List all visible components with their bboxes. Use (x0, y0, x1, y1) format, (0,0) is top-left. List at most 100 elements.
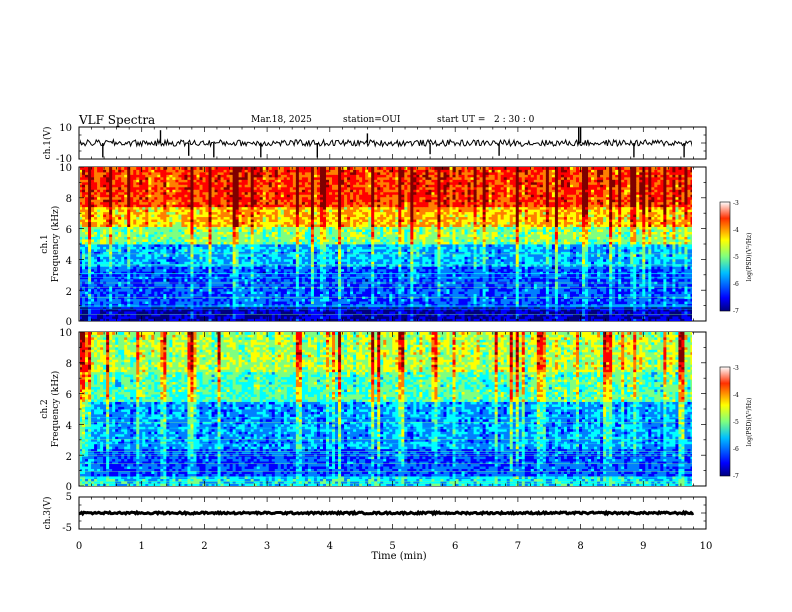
spec1-cell (109, 308, 113, 312)
spec1-cell (332, 288, 336, 292)
spec1-cell (226, 273, 230, 277)
spec1-cell (220, 263, 224, 267)
spec1-cell (289, 271, 294, 275)
spec1-cell (533, 281, 538, 285)
spec1-cell (401, 296, 405, 300)
spec1-cell (657, 263, 661, 267)
spec1-cell (313, 271, 318, 275)
spec1-cell (557, 306, 562, 309)
spec1-cell (368, 301, 372, 305)
spec1-cell (497, 288, 502, 292)
spec1-cell (250, 281, 255, 285)
spec1-cell (250, 311, 255, 314)
spec1-cell (377, 313, 381, 317)
spec1-cell (392, 278, 396, 282)
spec1-cell (509, 281, 514, 285)
spec1-cell (172, 291, 176, 295)
spec1-cell (115, 258, 119, 262)
spec1-cell (386, 301, 390, 305)
spec1-cell (235, 278, 240, 282)
spec1-cell (392, 311, 396, 314)
spec1-cell (262, 283, 267, 287)
spec1-cell (380, 308, 384, 312)
spec1-cell (566, 313, 571, 317)
spec1-cell (250, 271, 255, 275)
spec1-cell (684, 296, 688, 300)
spec1-cell (524, 306, 529, 309)
spec1-cell (118, 286, 122, 290)
spec1-cell (80, 293, 83, 297)
spec1-cell (624, 291, 628, 295)
spec1-cell (286, 291, 291, 295)
spec1-cell (80, 273, 83, 277)
spec1-cell (356, 268, 360, 272)
spec1-cell (551, 261, 556, 265)
spec1-cell (310, 316, 315, 319)
spec1-cell (220, 268, 224, 272)
spec1-cell (618, 298, 622, 302)
spec1-cell (419, 288, 423, 292)
spec1-cell (621, 283, 625, 287)
spec1-cell (551, 301, 556, 305)
spec1-cell (618, 261, 622, 265)
spec1-cell (633, 293, 637, 297)
spec1-cell (473, 286, 477, 290)
spec1-cell (133, 286, 137, 290)
spec1-cell (464, 293, 468, 297)
spec1-cell (521, 316, 526, 319)
spec1-cell (160, 318, 164, 321)
spec1-cell (283, 306, 288, 309)
spec1-cell (437, 286, 441, 290)
spec1-cell (455, 316, 459, 319)
spec1-cell (157, 316, 161, 319)
spec1-cell (344, 271, 348, 275)
spec1-cell (307, 308, 312, 312)
spec1-cell (82, 273, 86, 277)
spec1-cell (250, 293, 255, 297)
spec1-cell (524, 283, 529, 287)
spec1-cell (485, 308, 490, 312)
spec1-cell (280, 318, 285, 321)
spec1-cell (630, 316, 634, 319)
spec1-cell (419, 306, 423, 309)
spec1-cell (88, 258, 92, 262)
spec1-cell (223, 258, 227, 262)
spec1-cell (527, 298, 532, 302)
spec1-cell (274, 301, 279, 305)
spec1-cell (440, 286, 444, 290)
spec1-cell (283, 288, 288, 292)
spec1-cell (109, 263, 113, 267)
spec1-cell (229, 268, 234, 272)
spec1-cell (678, 293, 682, 297)
spec1-cell (621, 273, 625, 277)
spec1-cell (410, 318, 414, 321)
spec1-cell (410, 263, 414, 267)
spec1-cell (476, 278, 480, 282)
spec1-cell (663, 283, 667, 287)
spec1-cell (362, 298, 366, 302)
spec1-cell (353, 301, 357, 305)
spec1-cell (551, 316, 556, 319)
spec1-cell (527, 286, 532, 290)
spec1-cell (572, 278, 577, 282)
spec1-cell (262, 281, 267, 285)
spec1-cell (660, 266, 664, 270)
spec1-cell (461, 296, 465, 300)
spec1-cell (136, 283, 140, 287)
spec1-cell (356, 258, 360, 262)
spec1-cell (172, 261, 176, 265)
spec1-cell (136, 291, 140, 295)
spec1-cell (621, 263, 625, 267)
spec1-cell (551, 273, 556, 277)
spec1-cell (265, 266, 270, 270)
spec1-cell (172, 298, 176, 302)
spec1-cell (289, 288, 294, 292)
spec1-cell (624, 298, 628, 302)
spec1-cell (548, 311, 553, 314)
spec1-cell (563, 296, 568, 300)
spec1-cell (148, 301, 152, 305)
spec1-cell (404, 296, 408, 300)
spec1-cell (127, 291, 131, 295)
spec1-cell (509, 288, 514, 292)
spec1-cell (118, 291, 122, 295)
